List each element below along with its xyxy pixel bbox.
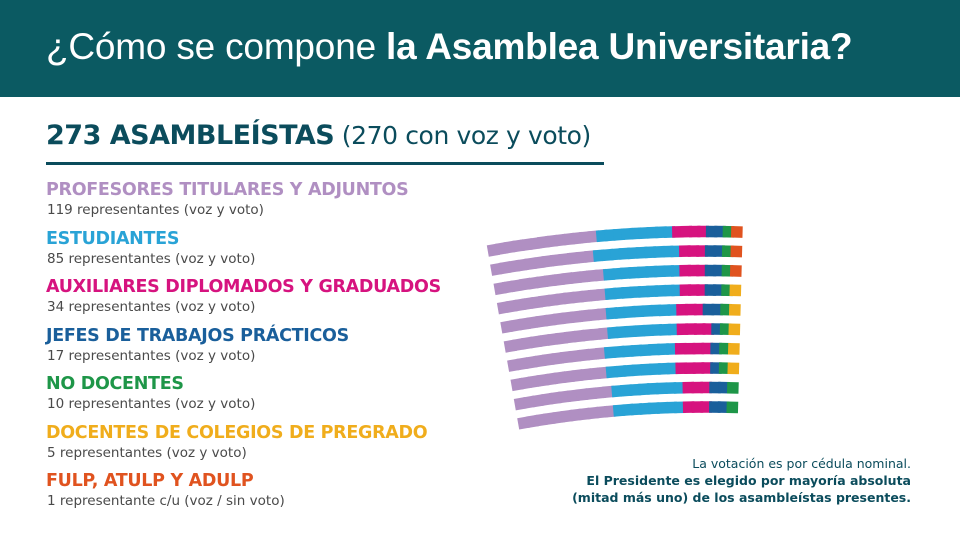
group-name: PROFESORES TITULARES Y ADJUNTOS	[46, 180, 409, 200]
group-description: 85 representantes (voz y voto)	[47, 250, 256, 267]
seat	[685, 323, 697, 335]
seat	[701, 362, 714, 374]
seat	[685, 303, 697, 316]
seat	[691, 381, 704, 394]
seat	[673, 381, 686, 394]
group-profesores: PROFESORES TITULARES Y ADJUNTOS 119 repr…	[46, 178, 476, 227]
seat	[692, 362, 705, 374]
seat	[701, 342, 714, 355]
seat	[726, 401, 739, 414]
group-auxiliares: AUXILIARES DIPLOMADOS Y GRADUADOS 34 rep…	[46, 275, 476, 324]
seat	[720, 303, 732, 316]
title-part-1: ¿Cómo se compone	[46, 26, 387, 67]
seat	[676, 303, 688, 316]
groups-list: PROFESORES TITULARES Y ADJUNTOS 119 repr…	[46, 178, 476, 518]
seat	[646, 382, 659, 395]
seat	[711, 303, 724, 316]
group-description: 17 representantes (voz y voto)	[47, 347, 256, 364]
group-pregrado: DOCENTES DE COLEGIOS DE PREGRADO 5 repre…	[46, 421, 476, 470]
group-description: 5 representantes (voz y voto)	[47, 444, 247, 461]
seat	[693, 303, 706, 316]
seat	[691, 401, 704, 413]
seat	[684, 362, 696, 374]
header-banner: ¿Cómo se compone la Asamblea Universitar…	[0, 0, 960, 97]
seat	[710, 342, 722, 355]
seat	[726, 381, 739, 394]
seat	[718, 381, 730, 394]
total-voting-note: (270 con voz y voto)	[334, 121, 592, 150]
total-count: 273 ASAMBLEÍSTAS	[46, 120, 335, 151]
seat	[682, 401, 695, 413]
group-name: DOCENTES DE COLEGIOS DE PREGRADO	[46, 422, 428, 443]
seat	[664, 382, 677, 394]
seat	[683, 342, 696, 355]
seat	[682, 381, 695, 394]
group-description: 1 representante c/u (voz / sin voto)	[47, 493, 285, 509]
seat	[728, 323, 741, 336]
group-jefes: JEFES DE TRABAJOS PRÁCTICOS 17 represent…	[46, 324, 476, 373]
heading-underline	[46, 162, 604, 165]
seat	[702, 323, 715, 335]
page-title: ¿Cómo se compone la Asamblea Universitar…	[46, 26, 853, 68]
seat	[727, 362, 740, 375]
group-description: 10 representantes (voz y voto)	[47, 396, 256, 412]
seat	[730, 226, 743, 238]
seat	[702, 303, 715, 316]
seat	[666, 343, 678, 355]
note-line-3: (mitad más uno) de los asambleístas pres…	[572, 490, 911, 505]
voting-notes: La votación es por cédula nominal. El Pr…	[572, 455, 911, 506]
seat	[719, 342, 731, 355]
group-name: ESTUDIANTES	[46, 228, 180, 249]
group-description: 34 representantes (voz y voto)	[47, 299, 256, 315]
group-name: NO DOCENTES	[46, 374, 184, 394]
group-description: 119 representantes (voz y voto)	[47, 202, 264, 218]
group-estudiantes: ESTUDIANTES 85 representantes (voz y vot…	[46, 227, 476, 276]
seat	[667, 304, 680, 316]
total-heading: 273 ASAMBLEÍSTAS (270 con voz y voto)	[46, 120, 591, 151]
seat	[728, 303, 741, 316]
seat	[709, 381, 721, 394]
group-name: AUXILIARES DIPLOMADOS Y GRADUADOS	[46, 277, 441, 297]
group-name: JEFES DE TRABAJOS PRÁCTICOS	[46, 325, 349, 346]
group-no-docentes: NO DOCENTES 10 representantes (voz y vot…	[46, 372, 476, 421]
seat	[655, 382, 668, 395]
seat	[692, 342, 705, 355]
seat	[730, 245, 743, 258]
seat	[717, 401, 730, 414]
seat	[648, 343, 661, 356]
seat	[700, 401, 712, 413]
note-line-2: El Presidente es elegido por mayoría abs…	[586, 473, 911, 488]
seat	[700, 381, 712, 394]
seat	[674, 342, 687, 355]
seat	[729, 284, 742, 297]
note-line-1: La votación es por cédula nominal.	[692, 456, 911, 471]
group-name: FULP, ATULP Y ADULP	[46, 471, 254, 491]
title-part-2: la Asamblea Universitaria?	[386, 26, 853, 67]
seat	[729, 265, 742, 277]
group-gremios: FULP, ATULP Y ADULP 1 representante c/u …	[46, 469, 476, 518]
seat	[727, 342, 740, 355]
